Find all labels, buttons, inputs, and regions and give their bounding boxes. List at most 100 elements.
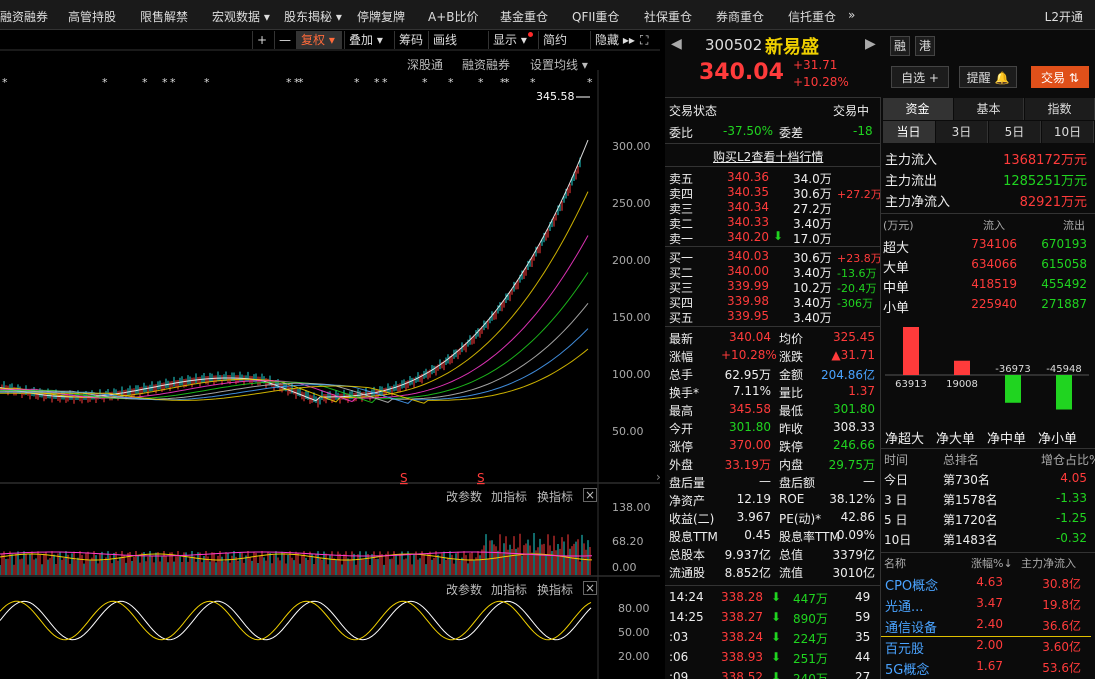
quote-label: 收益(二) [669,512,715,526]
sublink-hk-connect[interactable]: 深股通 [407,58,444,72]
size-in: 634066 [971,257,1017,271]
chart-toolbar-btn-2[interactable]: 复权 ▾ [296,31,342,49]
size-in: 225940 [971,297,1017,311]
nav-item-4[interactable]: 股东揭秘 ▾ [284,10,342,24]
nav-item-5[interactable]: 停牌复牌 [357,10,406,24]
sector-name[interactable]: 光通... [885,600,924,615]
quote-label: 量比 [779,386,804,400]
rank-change: 4.05 [1060,471,1087,485]
nav-item-2[interactable]: 限售解禁 [140,10,189,24]
period-tab-0[interactable]: 当日 [883,121,935,143]
book-bids-name: 买二 [669,266,694,280]
out-label: 流出 [1063,219,1085,232]
kdj-close-icon[interactable]: × [583,581,597,595]
chart-toolbar-btn-1[interactable]: — [274,31,294,49]
quote-label: 外盘 [669,458,694,472]
sublink-margin[interactable]: 融资融券 [462,58,511,72]
quote-value: — [863,474,875,488]
chart-toolbar-btn-0[interactable]: + [252,31,272,49]
star-marker: * [530,76,536,89]
trade-button[interactable]: 交易 ⇅ [1031,66,1089,88]
vol-change-params[interactable]: 改参数 [446,490,483,504]
prev-stock-icon[interactable]: ◀ [671,36,682,52]
kline-chart-area[interactable]: + — 复权 ▾ 叠加 ▾ 筹码 画线 显示 ▾ 简约 隐藏 ▸▸ ⛶ 深股通 融资融券 设置均… [0,30,660,679]
nav-item-0[interactable]: 融资融券 [0,10,49,24]
nav-item-6[interactable]: A+B比价 [428,10,479,24]
vol-switch-indicator[interactable]: 换指标 [537,490,574,504]
nav-item-7[interactable]: 基金重仓 [500,10,549,24]
nav-item-10[interactable]: 券商重仓 [716,10,765,24]
chart-toolbar-btn-5[interactable]: 画线 [428,31,464,49]
size-in: 418519 [971,277,1017,291]
kdj-axis-label: 50.00 [618,626,650,639]
quote-value: 7.11% [732,384,771,398]
stock-code: 300502 [705,36,763,54]
size-label: 小单 [883,301,910,316]
sector-name[interactable]: 5G概念 [885,663,930,678]
vol-close-icon[interactable]: × [583,488,597,502]
in-label: 流入 [983,219,1005,232]
buy-l2-link[interactable]: 购买L2查看十档行情 [713,150,824,164]
nav-item-3[interactable]: 宏观数据 ▾ [212,10,270,24]
funds-tab-0[interactable]: 资金 [883,98,953,120]
quote-label: 跌停 [779,440,804,454]
sublink-ma-settings[interactable]: 设置均线 ▾ [530,58,588,72]
quote-label: 换手* [669,386,700,400]
sector-flow: 19.8亿 [1042,598,1081,612]
flow-value: 1285251万元 [1003,174,1087,189]
chart-toolbar-btn-6[interactable]: 显示 ▾ [488,31,536,49]
rank-change: -1.33 [1055,491,1087,505]
kdj-change-params[interactable]: 改参数 [446,583,483,597]
price-axis-label: 300.00 [612,140,651,153]
sector-name[interactable]: 百元股 [885,642,925,657]
sector-flow: 30.8亿 [1042,577,1081,591]
kdj-switch-indicator[interactable]: 换指标 [537,583,574,597]
nav-item-12[interactable]: » [848,8,856,22]
sector-name[interactable]: CPO概念 [885,579,939,594]
nav-item-1[interactable]: 高管持股 [68,10,117,24]
vol-axis-label: 138.00 [612,501,651,514]
star-marker: * [294,76,300,89]
period-tab-1[interactable]: 3日 [936,121,988,143]
chart-toolbar-btn-3[interactable]: 叠加 ▾ [344,31,392,49]
quote-value: 345.58 [729,402,771,416]
sector-flow: 3.60亿 [1042,640,1081,654]
chart-toolbar-btn-8[interactable]: 隐藏 ▸▸ [590,31,636,49]
rank-period: 10日 [884,533,912,547]
rank-divider [881,448,1095,449]
vol-add-indicator[interactable]: 加指标 [491,490,528,504]
tick-arrow-icon: ⬇ [771,610,782,624]
nav-item-8[interactable]: QFII重仓 [572,10,620,24]
fullscreen-icon[interactable]: ⛶ [640,33,649,47]
kdj-add-indicator[interactable]: 加指标 [491,583,528,597]
chart-toolbar-btn-7[interactable]: 简约 [538,31,572,49]
margin-tag[interactable]: 融 [890,36,910,56]
quote-value: +10.28% [721,348,777,362]
l2-open-link[interactable]: L2开通 [1044,10,1083,24]
funds-tab-1[interactable]: 基本 [954,98,1024,120]
quote-value: 33.19万 [724,458,771,472]
quote-value: — [759,474,771,488]
hk-tag[interactable]: 港 [915,36,935,56]
star-marker: * [102,76,108,89]
nav-item-11[interactable]: 信托重仓 [788,10,837,24]
next-stock-icon[interactable]: ▶ [865,36,876,52]
funds-tab-2[interactable]: 指数 [1025,98,1095,120]
tick-count: 59 [855,610,871,624]
sector-name[interactable]: 通信设备 [885,621,938,636]
remind-button[interactable]: 提醒 🔔 [959,66,1017,88]
chart-toolbar-btn-4[interactable]: 筹码 [394,31,426,49]
star-marker: * [478,76,484,89]
tick-price: 338.52 [721,670,763,679]
period-tab-2[interactable]: 5日 [989,121,1041,143]
last-price: 340.04 [699,60,784,85]
quote-value: 62.95万 [724,368,771,382]
nav-item-9[interactable]: 社保重仓 [644,10,693,24]
ma-line [0,191,589,403]
add-watchlist-button[interactable]: 自选 + [891,66,949,88]
price-axis-label: 50.00 [612,425,644,438]
high-price-label: 345.58 [536,90,575,103]
period-tab-3[interactable]: 10日 [1042,121,1094,143]
tick-arrow-icon: ⬇ [771,650,782,664]
collapse-arrow-icon[interactable]: › [656,470,661,484]
